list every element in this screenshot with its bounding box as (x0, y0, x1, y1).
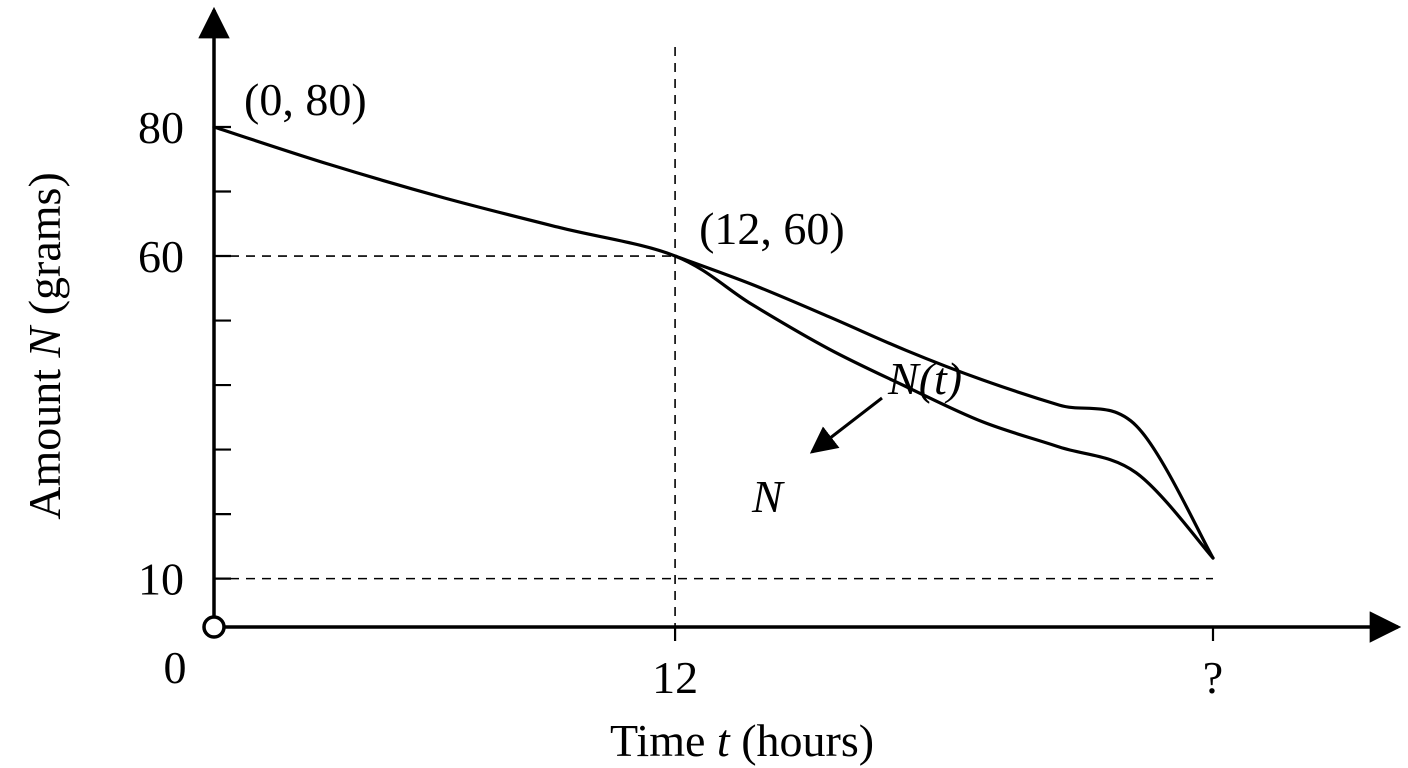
origin-label: 0 (164, 642, 187, 693)
y-tick-label: 10 (138, 554, 184, 605)
series-line-n (212, 125, 1215, 560)
point-label: (0, 80) (244, 74, 367, 125)
x-tick-label: ? (1203, 652, 1223, 703)
series-line-n-of-t (673, 254, 1215, 560)
x-tick-label: 12 (652, 652, 698, 703)
point-label: (12, 60) (699, 203, 845, 254)
annotation-arrow (809, 396, 883, 454)
y-tick-label: 60 (138, 231, 184, 282)
series-label-n-of-t: N(t) (887, 353, 962, 404)
series-label-n: N (751, 471, 785, 522)
x-axis-title: Time t (hours) (610, 715, 874, 766)
origin-marker (202, 615, 226, 639)
y-axis-title: Amount N (grams) (19, 172, 70, 520)
y-tick-label: 80 (138, 102, 184, 153)
